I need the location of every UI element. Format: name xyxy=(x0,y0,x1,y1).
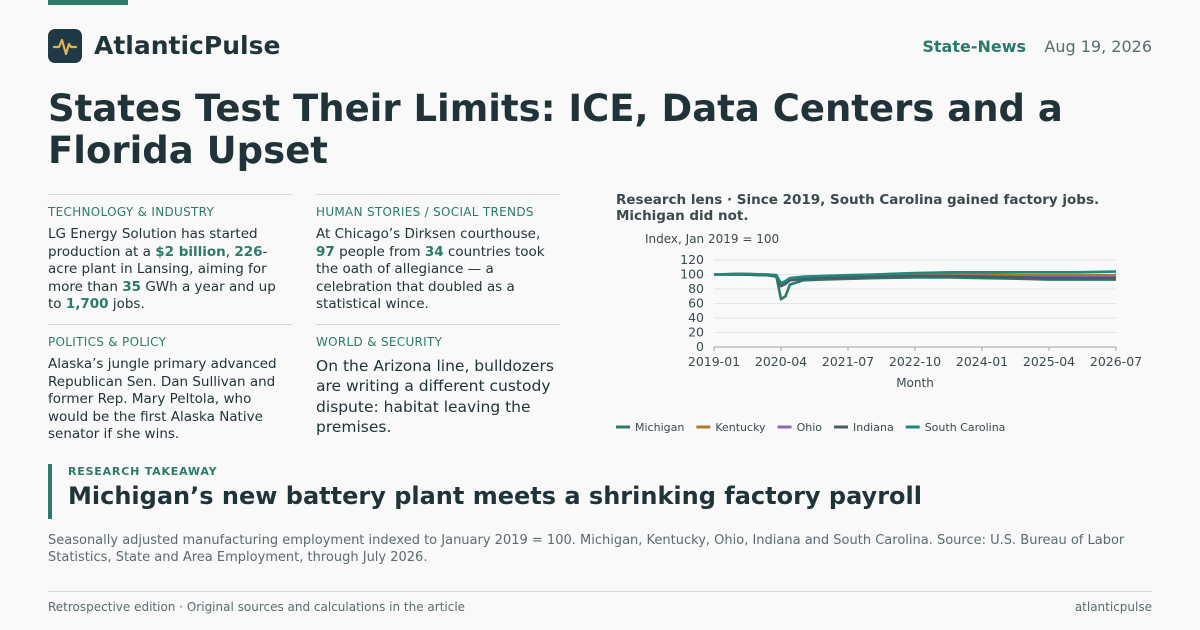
x-tick-label: 2024-01 xyxy=(956,354,1008,369)
highlight-number: 226 xyxy=(234,243,263,260)
legend-item[interactable]: South Carolina xyxy=(905,421,1006,434)
x-tick-label: 2021-07 xyxy=(822,354,874,369)
pulse-icon xyxy=(52,38,78,56)
card-category: TECHNOLOGY & INDUSTRY xyxy=(48,205,215,219)
legend-item[interactable]: Kentucky xyxy=(696,421,766,434)
card-text: LG Energy Solution has started productio… xyxy=(48,226,258,260)
card-text: On the Arizona line, bulldozers are writ… xyxy=(316,356,555,437)
brand-logo[interactable] xyxy=(48,29,82,63)
chart-title: Research lens · Since 2019, South Caroli… xyxy=(616,192,1100,224)
x-tick-label: 2020-04 xyxy=(755,354,807,369)
highlight-number: 97 xyxy=(316,243,335,260)
x-axis-label: Month xyxy=(896,376,934,390)
card-text: countries took the oath of allegiance — … xyxy=(316,243,545,313)
card-category: WORLD & SECURITY xyxy=(316,334,443,349)
news-card[interactable]: HUMAN STORIES / SOCIAL TRENDS At Chicago… xyxy=(316,194,560,314)
page-title: States Test Their Limits: ICE, Data Cent… xyxy=(48,87,1063,172)
card-body: On the Arizona line, bulldozers are writ… xyxy=(316,356,560,438)
takeaway-title[interactable]: Michigan’s new battery plant meets a shr… xyxy=(68,482,922,510)
x-tick-label: 2025-04 xyxy=(1023,354,1075,369)
takeaway-kicker: RESEARCH TAKEAWAY xyxy=(68,465,218,478)
y-tick-label: 20 xyxy=(688,325,704,340)
card-body: LG Energy Solution has started productio… xyxy=(48,226,292,314)
accent-bar xyxy=(48,0,128,5)
card-text: Alaska’s jungle primary advanced Republi… xyxy=(48,355,277,443)
card-category: HUMAN STORIES / SOCIAL TRENDS xyxy=(316,205,534,219)
x-tick-label: 2026-07 xyxy=(1090,354,1142,369)
news-column-left: TECHNOLOGY & INDUSTRY LG Energy Solution… xyxy=(48,194,292,444)
legend-label: South Carolina xyxy=(925,421,1006,434)
brand-name[interactable]: AtlanticPulse xyxy=(94,31,281,60)
legend-item[interactable]: Ohio xyxy=(777,421,823,434)
news-card[interactable]: TECHNOLOGY & INDUSTRY LG Energy Solution… xyxy=(48,194,292,314)
card-text: jobs. xyxy=(108,296,145,313)
section-link[interactable]: State-News xyxy=(922,37,1026,56)
legend-label: Kentucky xyxy=(715,421,766,434)
y-tick-label: 0 xyxy=(696,339,704,354)
card-body: Alaska’s jungle primary advanced Republi… xyxy=(48,356,292,444)
card-text: , xyxy=(225,243,235,260)
news-card[interactable]: POLITICS & POLICY Alaska’s jungle primar… xyxy=(48,323,292,444)
y-tick-label: 100 xyxy=(680,267,704,282)
news-card[interactable]: WORLD & SECURITY On the Arizona line, bu… xyxy=(316,323,560,438)
highlight-number: 35 xyxy=(122,278,142,295)
legend-label: Ohio xyxy=(797,421,823,434)
highlight-number: $2 billion xyxy=(155,243,226,260)
legend-label: Indiana xyxy=(853,421,894,434)
x-tick-label: 2022-10 xyxy=(889,354,941,369)
card-text: At Chicago’s Dirksen courthouse, xyxy=(316,226,541,242)
card-text: GWh a year and up to xyxy=(48,278,276,313)
card-text: people from xyxy=(334,243,425,260)
card-body: At Chicago’s Dirksen courthouse, 97 peop… xyxy=(316,226,560,314)
y-tick-label: 120 xyxy=(680,252,704,267)
footer-site[interactable]: atlanticpulse xyxy=(1074,600,1152,614)
footer-divider xyxy=(48,591,1152,592)
highlight-number: 1,700 xyxy=(65,296,109,313)
research-takeaway: RESEARCH TAKEAWAY Michigan’s new battery… xyxy=(48,464,922,519)
x-tick-label: 2019-01 xyxy=(688,354,740,369)
card-text: -acre plant in Lansing, aiming for more … xyxy=(48,243,268,295)
legend-item[interactable]: Indiana xyxy=(833,421,894,434)
highlight-number: 34 xyxy=(424,243,444,260)
card-category: POLITICS & POLICY xyxy=(48,334,167,349)
legend-label: Michigan xyxy=(635,421,684,434)
y-tick-label: 80 xyxy=(688,281,704,296)
y-tick-label: 40 xyxy=(688,310,704,325)
series-line-south-carolina[interactable] xyxy=(713,270,1117,285)
y-tick-label: 60 xyxy=(688,296,704,311)
chart-caption: Seasonally adjusted manufacturing employ… xyxy=(48,533,1125,565)
news-column-right: HUMAN STORIES / SOCIAL TRENDS At Chicago… xyxy=(316,194,560,438)
y-axis-label: Index, Jan 2019 = 100 xyxy=(645,232,779,246)
legend-item[interactable]: Michigan xyxy=(616,421,684,434)
publish-date: Aug 19, 2026 xyxy=(1044,37,1152,56)
footer-note: Retrospective edition · Original sources… xyxy=(48,600,466,614)
